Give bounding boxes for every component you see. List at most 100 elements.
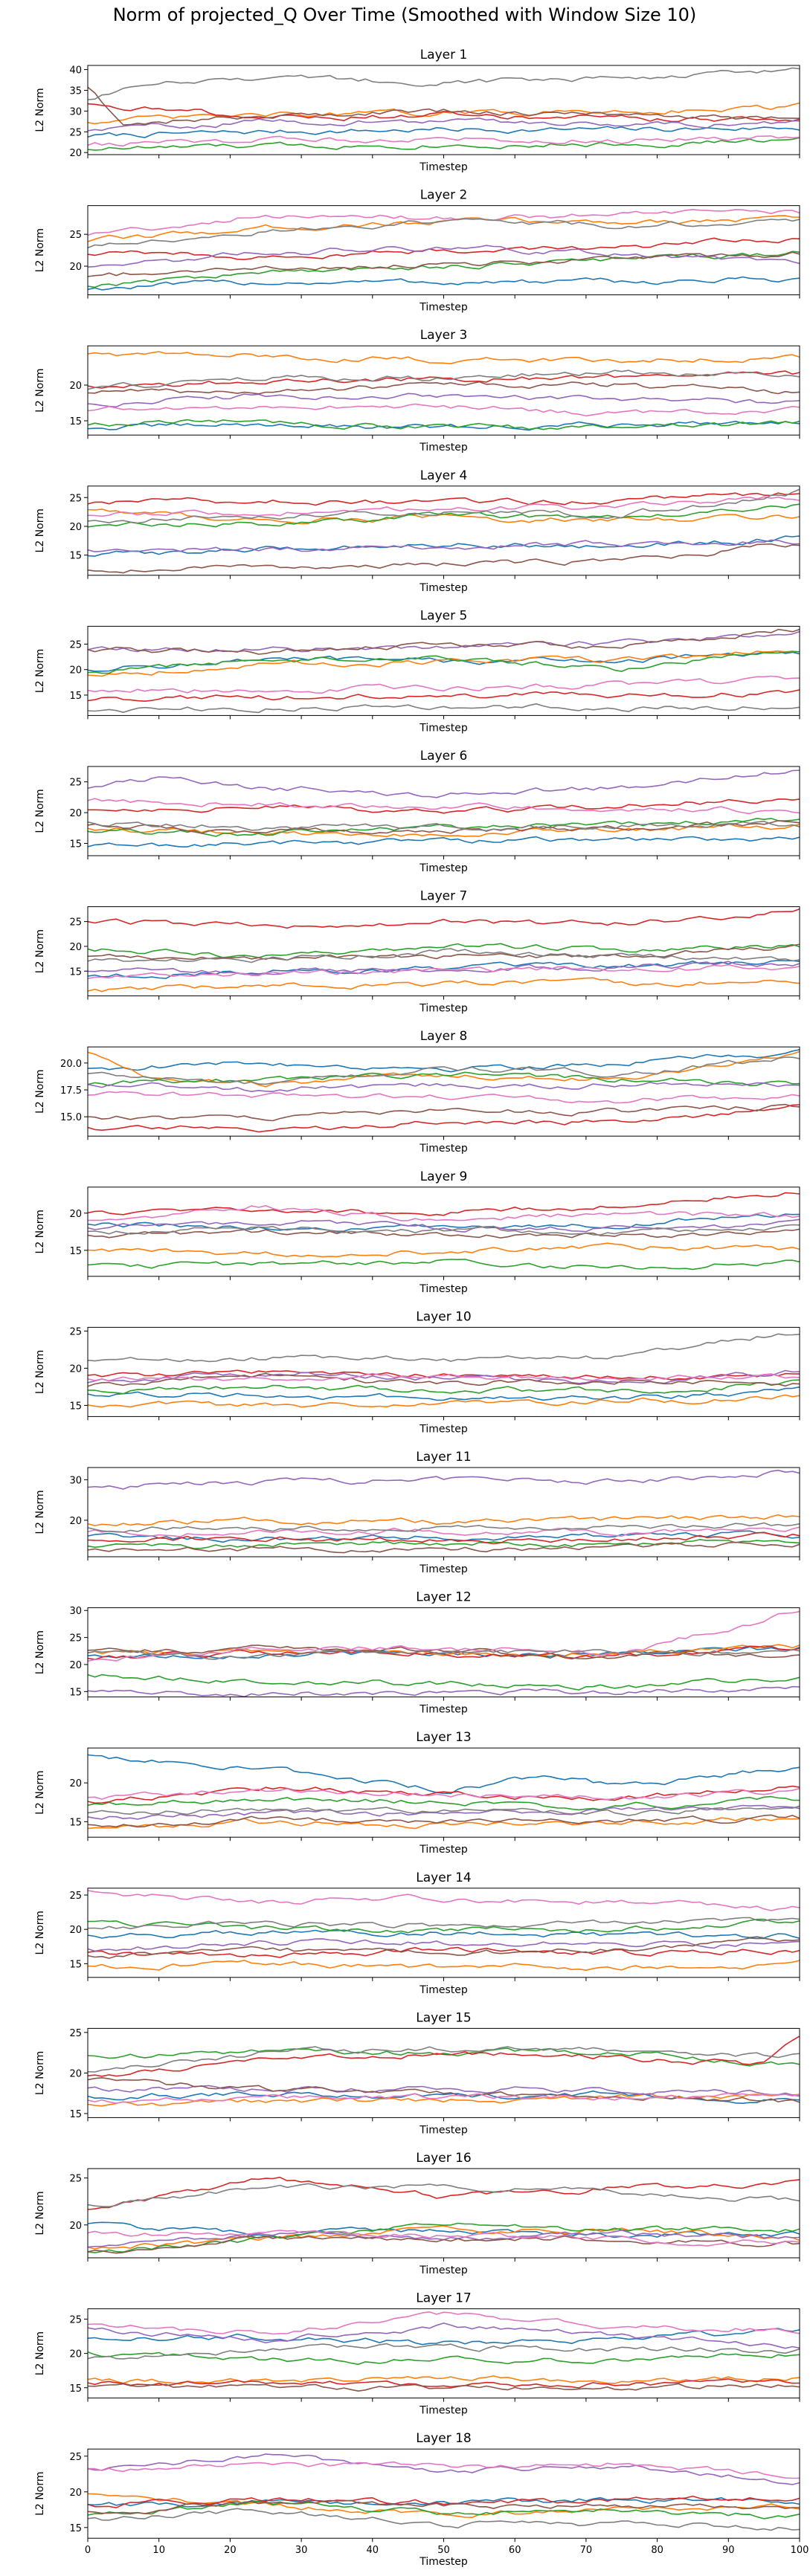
series-line xyxy=(88,245,800,268)
x-axis-label: Timestep xyxy=(419,2556,468,2568)
y-tick-label: 15 xyxy=(69,1817,82,1828)
y-tick-label: 25 xyxy=(69,127,82,138)
y-tick-label: 20 xyxy=(69,665,82,677)
series-line xyxy=(88,1369,800,1384)
chart-panel-layer-5: Layer 5 15 20 25 Timestep L2 Norm xyxy=(34,608,800,734)
panel-title: Layer 17 xyxy=(416,2291,471,2306)
series-line xyxy=(88,1805,800,1816)
y-tick-label: 25 xyxy=(69,2174,82,2185)
series-line xyxy=(88,1649,800,1660)
plot-frame xyxy=(87,1187,800,1277)
y-tick-label: 30 xyxy=(69,1606,82,1617)
series-line xyxy=(88,237,800,260)
series-line xyxy=(88,1531,800,1545)
series-line xyxy=(88,1929,800,1939)
y-tick-label: 25 xyxy=(69,2028,82,2039)
series-line xyxy=(88,1795,800,1811)
series-group xyxy=(88,1754,800,1830)
series-group xyxy=(88,488,800,574)
y-tick-label: 20 xyxy=(69,1778,82,1789)
chart-panel-layer-11: Layer 11 20 30 Timestep L2 Norm xyxy=(34,1450,800,1575)
panel-title: Layer 1 xyxy=(420,48,468,62)
x-axis-label: Timestep xyxy=(419,2124,468,2136)
y-tick-label: 20 xyxy=(69,2068,82,2079)
plot-frame xyxy=(87,1888,800,1978)
series-line xyxy=(88,1091,800,1104)
y-tick-label: 20 xyxy=(69,381,82,392)
x-tick-label: 20 xyxy=(224,2545,237,2556)
x-axis-label: Timestep xyxy=(419,722,468,734)
series-line xyxy=(88,836,800,848)
panel-title: Layer 12 xyxy=(416,1590,471,1605)
series-line xyxy=(88,1890,800,1911)
series-line xyxy=(88,1787,800,1801)
plot-frame xyxy=(87,205,800,296)
panel-title: Layer 6 xyxy=(420,749,468,764)
y-axis-label: L2 Norm xyxy=(34,1350,46,1394)
chart-panel-layer-14: Layer 14 15 20 25 Timestep L2 Norm xyxy=(34,1870,800,1996)
x-tick-label: 70 xyxy=(580,2545,593,2556)
y-axis-label: L2 Norm xyxy=(34,1210,46,1253)
y-tick-label: 15 xyxy=(69,691,82,702)
series-line xyxy=(88,543,800,574)
y-axis-label: L2 Norm xyxy=(34,2051,46,2095)
y-axis-label: L2 Norm xyxy=(34,1490,46,1534)
series-group xyxy=(88,67,800,151)
series-line xyxy=(88,2311,800,2335)
plot-frame xyxy=(87,1747,800,1838)
plot-frame xyxy=(87,65,800,155)
x-tick-label: 100 xyxy=(791,2545,809,2556)
series-group xyxy=(88,2176,800,2254)
series-line xyxy=(88,651,800,674)
series-line xyxy=(88,1082,800,1092)
series-line xyxy=(88,102,800,125)
y-axis-label: L2 Norm xyxy=(34,228,46,272)
series-line xyxy=(88,675,800,694)
series-line xyxy=(88,1056,800,1085)
series-line xyxy=(88,2176,800,2210)
y-tick-label: 17.5 xyxy=(60,1085,82,1097)
series-line xyxy=(88,2222,800,2253)
x-tick-label: 90 xyxy=(722,2545,735,2556)
x-axis-label: Timestep xyxy=(419,2405,468,2417)
series-line xyxy=(88,2461,800,2479)
y-tick-label: 25 xyxy=(69,639,82,651)
y-axis-label: L2 Norm xyxy=(34,2472,46,2516)
y-tick-label: 25 xyxy=(69,493,82,504)
series-line xyxy=(88,2036,800,2077)
y-tick-label: 20 xyxy=(69,262,82,273)
panel-title: Layer 3 xyxy=(420,328,468,343)
series-line xyxy=(88,2046,800,2073)
series-line xyxy=(88,2343,800,2360)
series-line xyxy=(88,769,800,798)
series-line xyxy=(88,137,800,151)
series-line xyxy=(88,1372,800,1381)
series-group xyxy=(88,769,800,848)
panel-title: Layer 16 xyxy=(416,2151,471,2166)
x-tick-label: 0 xyxy=(85,2545,91,2556)
x-axis-label: Timestep xyxy=(419,161,468,173)
panel-title: Layer 2 xyxy=(420,188,468,203)
y-tick-label: 20 xyxy=(69,1925,82,1936)
panel-title: Layer 11 xyxy=(416,1450,471,1465)
y-tick-label: 25 xyxy=(69,1326,82,1337)
series-line xyxy=(88,650,800,672)
series-line xyxy=(88,650,800,677)
series-line xyxy=(88,2092,800,2104)
panel-title: Layer 4 xyxy=(420,468,468,483)
series-line xyxy=(88,209,800,236)
series-line xyxy=(88,689,800,702)
series-line xyxy=(88,1218,800,1233)
series-line xyxy=(88,1539,800,1549)
plot-frame xyxy=(87,1467,800,1557)
series-line xyxy=(88,403,800,417)
y-tick-label: 30 xyxy=(69,1475,82,1486)
series-line xyxy=(88,393,800,408)
series-line xyxy=(88,1610,800,1662)
series-line xyxy=(88,963,800,980)
series-line xyxy=(88,1646,800,1659)
series-line xyxy=(88,1213,800,1232)
series-line xyxy=(88,2085,800,2097)
